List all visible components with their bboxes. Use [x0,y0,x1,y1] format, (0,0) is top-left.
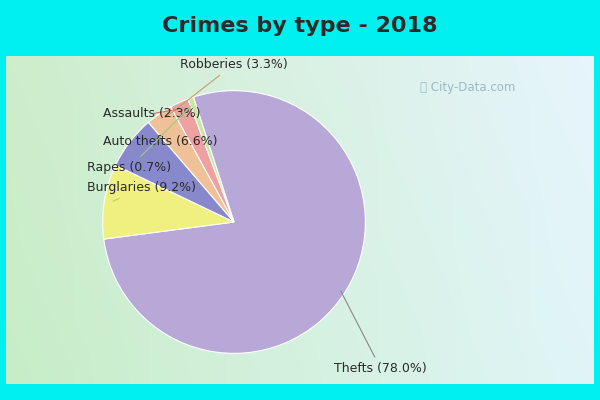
Wedge shape [116,122,234,222]
Text: Thefts (78.0%): Thefts (78.0%) [334,291,427,375]
Text: ⓘ City-Data.com: ⓘ City-Data.com [421,82,515,94]
Text: Assaults (2.3%): Assaults (2.3%) [103,107,200,120]
Wedge shape [104,91,365,353]
Text: Burglaries (9.2%): Burglaries (9.2%) [87,182,196,201]
Text: Crimes by type - 2018: Crimes by type - 2018 [162,16,438,36]
Wedge shape [171,99,234,222]
Wedge shape [148,107,234,222]
Wedge shape [188,97,234,222]
Text: Robberies (3.3%): Robberies (3.3%) [165,58,287,118]
Text: Auto thefts (6.6%): Auto thefts (6.6%) [103,135,217,148]
Text: Rapes (0.7%): Rapes (0.7%) [87,106,191,174]
Wedge shape [103,165,234,239]
